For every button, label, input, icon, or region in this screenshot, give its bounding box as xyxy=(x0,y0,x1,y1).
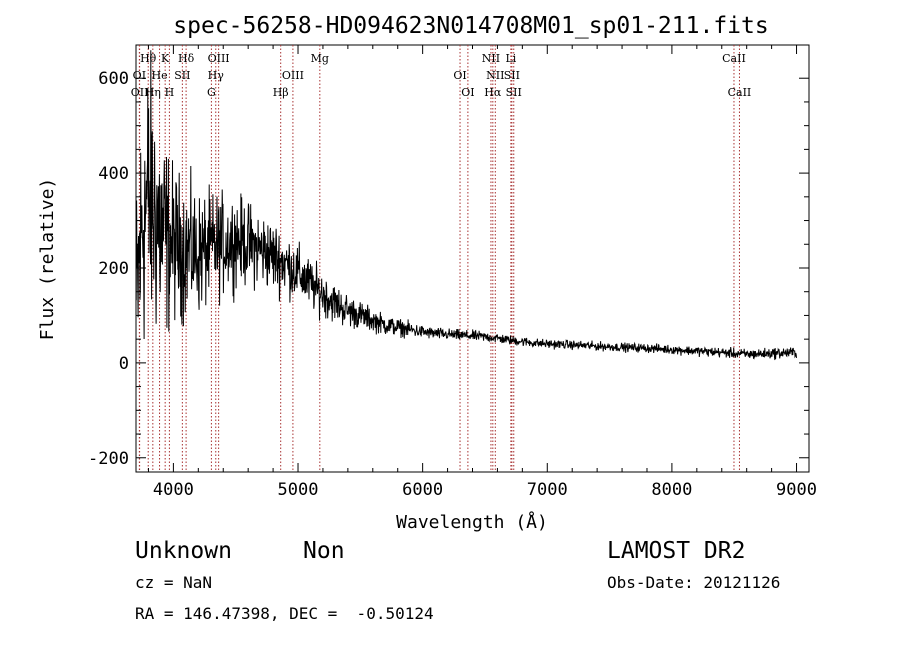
line-marker-label: He xyxy=(152,69,168,82)
line-marker-label: CaII xyxy=(722,52,746,65)
x-tick-label: 4000 xyxy=(153,480,194,500)
line-marker-label: OI xyxy=(461,86,474,99)
object-subclass: Non xyxy=(303,538,345,564)
x-tick-label: 7000 xyxy=(527,480,568,500)
x-tick-label: 6000 xyxy=(402,480,443,500)
line-marker-label: Mg xyxy=(311,52,329,65)
line-marker-label: NII xyxy=(486,69,504,82)
coordinates: RA = 146.47398, DEC = -0.50124 xyxy=(135,604,434,623)
chart-title: spec-56258-HD094623N014708M01_sp01-211.f… xyxy=(173,13,768,39)
redshift-value: cz = NaN xyxy=(135,573,213,592)
line-marker-label: OI xyxy=(453,69,466,82)
line-marker-label: CaII xyxy=(728,86,752,99)
line-marker-label: OIII xyxy=(282,69,304,82)
line-marker-label: Hβ xyxy=(273,86,289,99)
y-tick-label: 600 xyxy=(98,69,129,89)
line-marker-label: OI xyxy=(133,69,146,82)
object-class: Unknown xyxy=(135,538,232,564)
line-marker-label: SII xyxy=(504,69,520,82)
line-marker-label: Hη xyxy=(145,86,161,99)
y-tick-label: 200 xyxy=(98,259,129,279)
line-marker-label: Hδ xyxy=(178,52,195,65)
line-marker-label: Hα xyxy=(484,86,502,99)
line-marker-label: Li xyxy=(505,52,516,65)
y-axis-label: Flux (relative) xyxy=(37,178,58,341)
x-tick-label: 8000 xyxy=(651,480,692,500)
line-marker-label: OIII xyxy=(208,52,230,65)
y-tick-label: -200 xyxy=(88,449,129,469)
line-marker-label: SII xyxy=(174,69,190,82)
line-marker-label: Hθ xyxy=(140,52,157,65)
line-marker-label: SII xyxy=(506,86,522,99)
x-tick-label: 9000 xyxy=(776,480,817,500)
line-marker-label: Hγ xyxy=(208,69,225,82)
observation-date: Obs-Date: 20121126 xyxy=(607,573,781,592)
line-marker-label: G xyxy=(207,86,216,99)
plot-frame xyxy=(135,44,810,473)
line-marker-label: K xyxy=(161,52,170,65)
line-marker-label: OII xyxy=(131,86,149,99)
y-tick-label: 0 xyxy=(119,354,129,374)
x-tick-label: 5000 xyxy=(278,480,319,500)
line-marker-label: H xyxy=(165,86,175,99)
axis-ticks: 4000 5000 6000 7000 8000 9000 -200 0 200 400 600 xyxy=(88,45,817,500)
y-tick-label: 400 xyxy=(98,164,129,184)
x-axis-label: Wavelength (Å) xyxy=(396,511,548,533)
spectrum-series-line xyxy=(135,50,797,361)
survey-name: LAMOST DR2 xyxy=(607,538,746,564)
line-marker-label: NII xyxy=(482,52,500,65)
